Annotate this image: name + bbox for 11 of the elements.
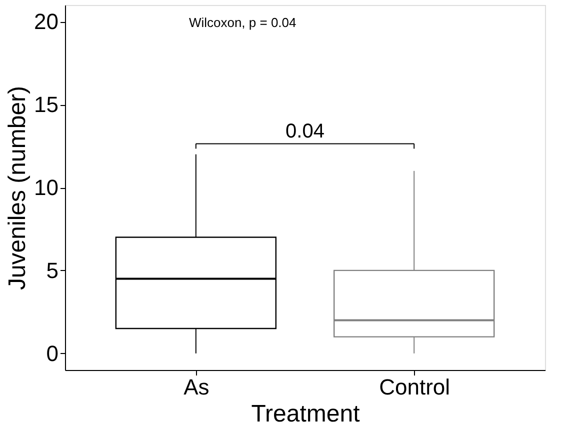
x-tick-label: Control: [379, 374, 450, 400]
annotation: Wilcoxon, p = 0.04: [188, 15, 296, 30]
y-tick-label: 20: [34, 9, 58, 34]
x-axis-title: Treatment: [251, 400, 360, 428]
y-tick-label: 15: [34, 92, 58, 118]
x-tick-label: As: [184, 374, 210, 400]
y-tick-label: 0: [46, 340, 58, 366]
y-tick-label: 10: [34, 175, 58, 200]
y-tick-label: 5: [46, 258, 58, 283]
annotation: 0.04: [286, 120, 324, 143]
y-axis-title: Juveniles (number): [4, 86, 32, 290]
